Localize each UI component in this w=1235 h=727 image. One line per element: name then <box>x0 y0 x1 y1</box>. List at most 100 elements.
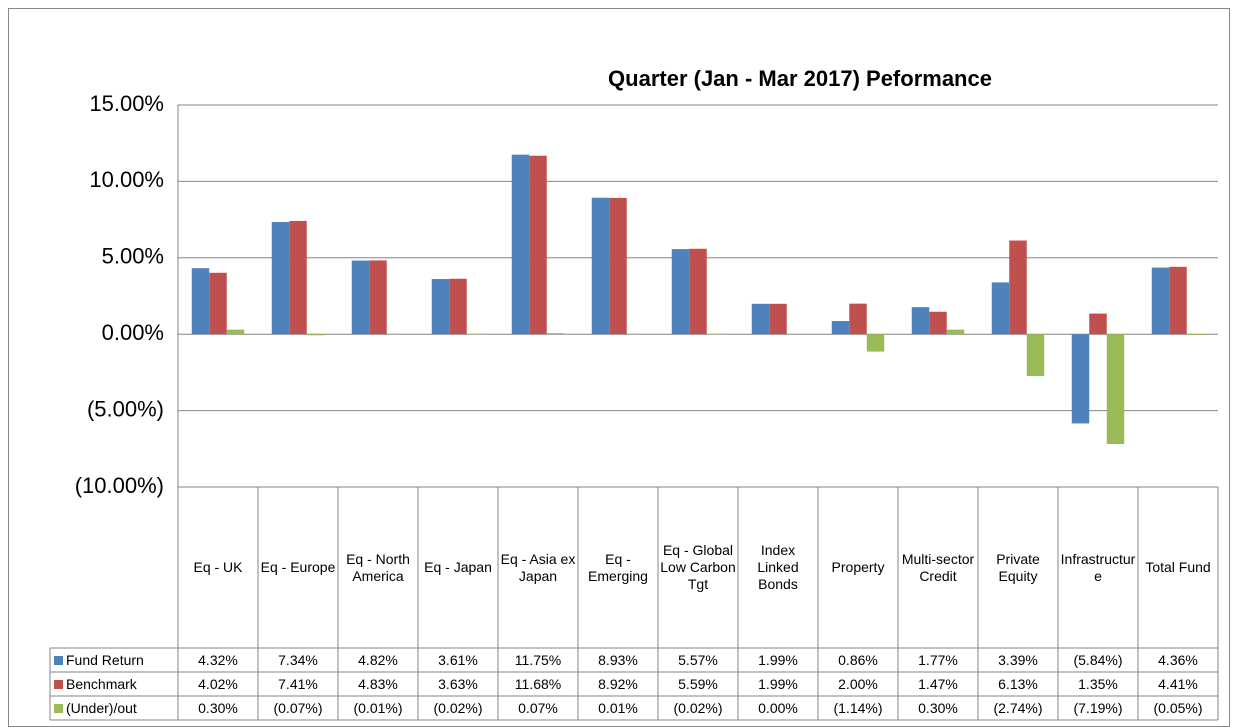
y-tick-label: 5.00% <box>102 244 164 269</box>
data-label: 0.07% <box>498 696 578 720</box>
data-label-text: 1.77% <box>918 651 958 668</box>
data-label: 6.13% <box>978 672 1058 696</box>
bar <box>689 248 707 335</box>
data-label-text: 7.41% <box>278 675 318 692</box>
bar <box>769 303 787 335</box>
data-label: 2.00% <box>818 672 898 696</box>
category-label: Infrastructure <box>1058 487 1138 648</box>
bar <box>671 249 690 335</box>
y-tick-label: (10.00%) <box>75 473 164 498</box>
category-label: Eq - Europe <box>258 487 338 648</box>
bar <box>209 272 227 335</box>
data-label: 5.59% <box>658 672 738 696</box>
bar <box>449 278 467 335</box>
bar <box>1169 266 1187 335</box>
data-label-text: (2.74%) <box>993 699 1043 716</box>
bar <box>831 321 850 335</box>
bar <box>1009 240 1027 335</box>
y-tick-label: (5.00%) <box>87 396 164 421</box>
category-label-text: Private Equity <box>996 550 1040 584</box>
data-label: 1.35% <box>1058 672 1138 696</box>
category-label-text: Eq - Emerging <box>588 550 648 584</box>
data-label-text: 4.41% <box>1158 675 1198 692</box>
data-label-text: 5.59% <box>678 675 718 692</box>
data-label: 0.01% <box>578 696 658 720</box>
data-label-text: 3.63% <box>438 675 478 692</box>
y-tick-label: 15.00% <box>89 91 164 116</box>
y-tick-label: 0.00% <box>102 320 164 345</box>
category-label-text: Eq - UK <box>193 559 243 575</box>
data-label: 1.77% <box>898 648 978 672</box>
data-label: 11.68% <box>498 672 578 696</box>
data-label-text: 0.00% <box>758 699 798 716</box>
legend-key <box>54 679 63 689</box>
category-label: Eq - Global Low Carbon Tgt <box>658 487 738 648</box>
bar <box>849 303 867 335</box>
data-label: (0.05%) <box>1138 696 1218 720</box>
category-label-text: Multi-sector Credit <box>901 550 975 584</box>
bar <box>751 303 770 335</box>
data-label: (1.14%) <box>818 696 898 720</box>
data-label-text: 4.02% <box>198 675 238 692</box>
bar <box>866 334 885 352</box>
legend-entry: Benchmark <box>50 672 178 696</box>
y-tick-label: 10.00% <box>89 167 164 192</box>
category-label-text: Infrastructure <box>1060 550 1136 584</box>
data-label-text: 1.99% <box>758 675 798 692</box>
data-label-text: (0.05%) <box>1153 699 1203 716</box>
data-label-text: 3.39% <box>998 651 1038 668</box>
data-label-text: 0.30% <box>918 699 958 716</box>
data-label-text: 5.57% <box>678 651 718 668</box>
data-label-text: 1.35% <box>1078 675 1118 692</box>
data-label-text: 4.36% <box>1158 651 1198 668</box>
data-label: (0.02%) <box>418 696 498 720</box>
data-label: 4.32% <box>178 648 258 672</box>
data-label: 3.61% <box>418 648 498 672</box>
data-label-text: (0.01%) <box>353 699 403 716</box>
category-label-text: Property <box>831 559 885 575</box>
data-label-text: (0.02%) <box>673 699 723 716</box>
category-label: Total Fund <box>1138 487 1218 648</box>
bar <box>911 307 930 335</box>
bar <box>929 311 947 335</box>
bar <box>289 220 307 335</box>
category-label: Multi-sector Credit <box>898 487 978 648</box>
data-label-text: (1.14%) <box>833 699 883 716</box>
data-label: (0.07%) <box>258 696 338 720</box>
bar <box>1026 334 1045 377</box>
data-label: 4.82% <box>338 648 418 672</box>
data-label: 0.00% <box>738 696 818 720</box>
data-label-text: 11.68% <box>514 675 562 692</box>
chart-title: Quarter (Jan - Mar 2017) Peformance <box>608 66 992 91</box>
data-label: 0.30% <box>178 696 258 720</box>
data-label: 8.92% <box>578 672 658 696</box>
category-label-text: Index Linked Bonds <box>757 542 799 592</box>
data-label-text: 0.01% <box>598 699 638 716</box>
bar <box>546 333 565 335</box>
bar <box>226 329 245 335</box>
bar <box>946 329 965 335</box>
data-label: 7.41% <box>258 672 338 696</box>
category-label-text: Eq - Europe <box>260 559 336 575</box>
bar <box>1089 313 1107 335</box>
bar <box>306 334 325 336</box>
data-label: (2.74%) <box>978 696 1058 720</box>
data-label: 7.34% <box>258 648 338 672</box>
category-label-text: Eq - North America <box>346 550 410 584</box>
category-label-text: Total Fund <box>1145 559 1211 575</box>
data-label-text: 7.34% <box>278 651 318 668</box>
data-label-text: 0.30% <box>198 699 238 716</box>
data-label-text: (0.02%) <box>433 699 483 716</box>
data-label-text: 4.82% <box>358 651 398 668</box>
data-label-text: 0.07% <box>518 699 558 716</box>
data-label: 1.99% <box>738 648 818 672</box>
data-label-text: 11.75% <box>514 651 562 668</box>
category-label: Private Equity <box>978 487 1058 648</box>
data-label-text: 8.92% <box>598 675 638 692</box>
category-label: Eq - Asia ex Japan <box>498 487 578 648</box>
legend-label: Fund Return <box>66 651 144 668</box>
bar <box>1186 334 1205 335</box>
bar <box>991 282 1010 335</box>
data-label-text: 4.32% <box>198 651 238 668</box>
